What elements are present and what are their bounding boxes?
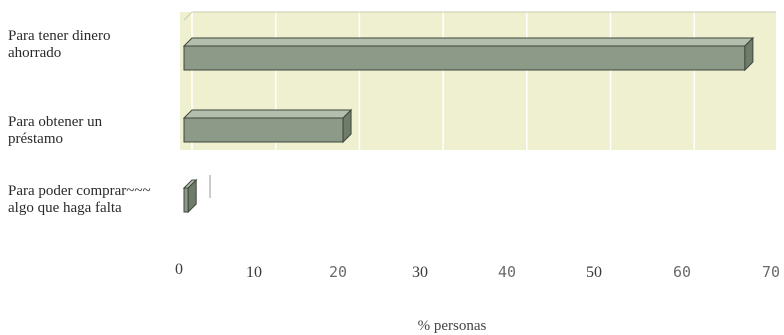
x-axis-title: % personas: [418, 318, 487, 334]
x-tick-label-50: 50: [586, 264, 602, 281]
category-label-1-line-1: préstamo: [8, 131, 63, 147]
category-label-1: Para obtener un préstamo: [8, 114, 103, 147]
bar-1: [182, 108, 353, 144]
bar-2-side: [187, 178, 197, 214]
category-label-0-line-0: Para tener dinero: [8, 28, 110, 44]
bar-0-top: [182, 37, 755, 47]
bar-0-front: [183, 45, 746, 71]
category-label-0: Para tener dinero ahorrado: [8, 28, 110, 61]
x-tick-labels: 0 10 20 30 40 50 60 70: [175, 261, 780, 281]
gridlines: [183, 11, 779, 150]
bar-0: [182, 36, 755, 72]
x-tick-label-70: 70: [762, 263, 780, 281]
bar-2-front: [183, 187, 189, 213]
bar-1-top: [182, 109, 353, 119]
x-tick-label-30: 30: [412, 264, 428, 281]
category-label-2: Para poder comprar~~~ algo que haga falta: [8, 183, 151, 216]
category-labels: Para tener dinero ahorrado Para obtener un…: [8, 28, 211, 216]
x-tick-label-20: 20: [329, 263, 347, 281]
bars: [182, 36, 755, 214]
category-label-1-line-0: Para obtener un: [8, 114, 103, 130]
category-label-2-line-0: Para poder comprar~~~: [8, 183, 151, 199]
category-label-2-line-1: algo que haga falta: [8, 200, 122, 216]
x-tick-label-10: 10: [246, 264, 262, 281]
x-tick-label-60: 60: [673, 263, 691, 281]
floor-edge: [183, 11, 193, 21]
x-tick-label-40: 40: [498, 263, 516, 281]
bar-1-side: [342, 108, 352, 144]
bar-1-front: [183, 117, 344, 143]
bar-2: [182, 178, 198, 214]
category-label-0-line-1: ahorrado: [8, 45, 61, 61]
x-tick-label-0: 0: [175, 261, 183, 278]
bar-0-side: [744, 36, 754, 72]
